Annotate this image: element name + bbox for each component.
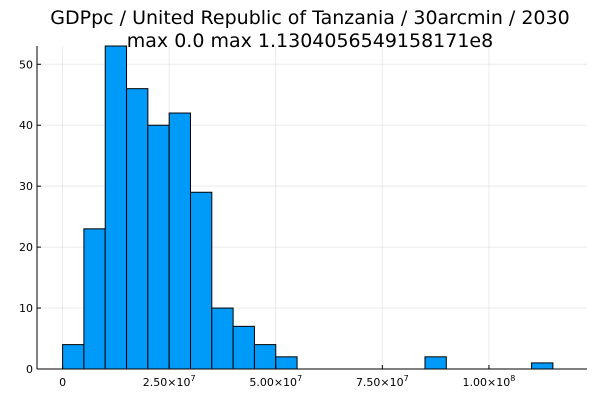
histogram-bar-3 <box>126 88 149 370</box>
x-tick-label-0: 0 <box>59 376 66 389</box>
axis-layer <box>36 46 587 370</box>
histogram-bar-1 <box>83 228 106 370</box>
chart-title: GDPpc / United Republic of Tanzania / 30… <box>50 7 569 29</box>
x-tick-label-2: 5.00×107 <box>249 374 302 389</box>
x-tick-label-3: 7.50×107 <box>356 374 409 389</box>
y-tick-label-1: 10 <box>19 302 33 315</box>
histogram-bar-6 <box>189 191 213 370</box>
histogram-bar-9 <box>253 344 277 370</box>
y-tick-label-5: 50 <box>19 58 33 71</box>
histogram-bar-2 <box>104 45 128 370</box>
histogram-bar-10 <box>275 356 298 370</box>
y-tick-label-4: 40 <box>19 119 33 132</box>
bars-layer <box>62 45 554 370</box>
histogram-bar-11 <box>424 356 447 370</box>
y-tick-label-3: 30 <box>19 180 33 193</box>
histogram-bar-12 <box>531 362 554 370</box>
histogram-bar-4 <box>147 124 170 370</box>
histogram-bar-8 <box>232 325 255 370</box>
x-tick-label-1: 2.50×107 <box>143 374 196 389</box>
y-tick-label-0: 0 <box>26 363 33 376</box>
histogram-bar-5 <box>168 112 191 370</box>
x-tick-label-4: 1.00×108 <box>463 374 516 389</box>
y-tick-label-2: 20 <box>19 241 33 254</box>
chart-subtitle: max 0.0 max 1.1304056549158171e8 <box>127 30 493 52</box>
histogram-bar-7 <box>211 307 234 370</box>
ticks-layer: 0 10 20 30 40 50 0 2.50×107 5.00×107 7.50×107 1.00… <box>19 58 515 389</box>
histogram-bar-0 <box>62 344 85 370</box>
